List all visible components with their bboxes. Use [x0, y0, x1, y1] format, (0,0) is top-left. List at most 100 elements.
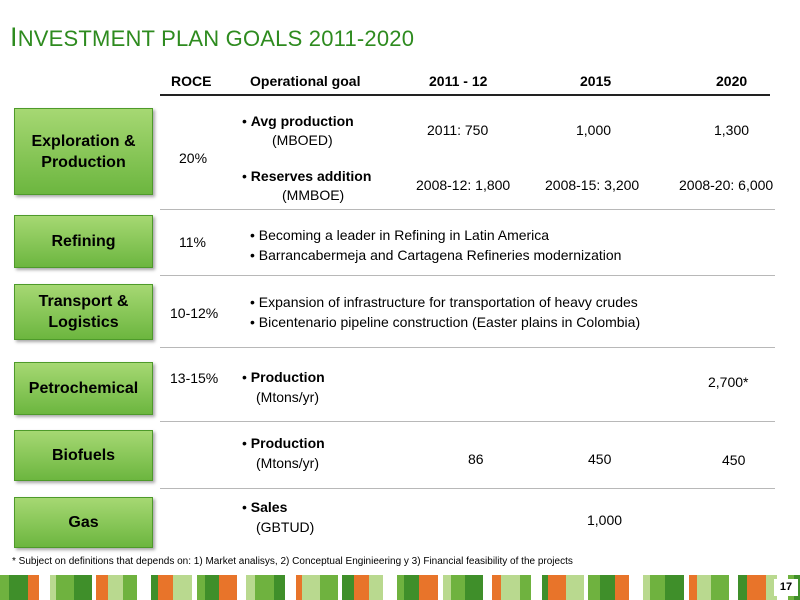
- stripe-segment: [766, 575, 773, 600]
- stripe-segment: [689, 575, 697, 600]
- stripe-segment: [205, 575, 215, 600]
- stripe-segment: [285, 575, 296, 600]
- goal-avg-production: • Avg production: [242, 113, 354, 129]
- stripe-segment: [219, 575, 231, 600]
- stripe-segment: [461, 575, 465, 600]
- header-operational-goal: Operational goal: [250, 73, 361, 89]
- stripe-segment: [650, 575, 654, 600]
- stripe-segment: [566, 575, 574, 600]
- stripe-segment: [531, 575, 542, 600]
- row-divider: [160, 209, 775, 210]
- stripe-segment: [151, 575, 158, 600]
- goal-petrochemical-production-label: Production: [250, 369, 325, 385]
- stripe-segment: [483, 575, 492, 600]
- stripe-segment: [501, 575, 506, 600]
- stripe-segment: [338, 575, 342, 600]
- stripe-segment: [404, 575, 408, 600]
- refining-bullet-2-text: Barrancabermeja and Cartagena Refineries…: [258, 247, 622, 263]
- stripe-segment: [69, 575, 74, 600]
- stripe-segment: [492, 575, 501, 600]
- stripe-segment: [548, 575, 561, 600]
- stripe-segment: [260, 575, 274, 600]
- transport-bullet-2-text: Bicentenario pipeline construction (East…: [258, 314, 641, 330]
- stripe-segment: [82, 575, 92, 600]
- transport-bullet-1-text: Expansion of infrastructure for transpor…: [258, 294, 638, 310]
- category-biofuels: Biofuels: [14, 430, 153, 481]
- stripe-segment: [451, 575, 461, 600]
- stripe-segment: [231, 575, 237, 600]
- stripe-segment: [9, 575, 14, 600]
- roce-transport: 10-12%: [170, 305, 219, 321]
- goal-biofuels-production-label: Production: [250, 435, 325, 451]
- stripe-segment: [342, 575, 354, 600]
- stripe-segment: [108, 575, 114, 600]
- header-2011-12: 2011 - 12: [429, 73, 488, 89]
- goal-gas-sales-label: Sales: [250, 499, 288, 515]
- stripe-segment: [56, 575, 69, 600]
- stripe-segment: [419, 575, 425, 600]
- stripe-segment: [477, 575, 483, 600]
- stripe-segment: [0, 575, 9, 600]
- stripe-segment: [35, 575, 39, 600]
- stripe-segment: [684, 575, 689, 600]
- stripe-segment: [711, 575, 723, 600]
- stripe-segment: [28, 575, 35, 600]
- stripe-segment: [723, 575, 729, 600]
- stripe-segment: [707, 575, 711, 600]
- stripe-segment: [246, 575, 255, 600]
- decorative-stripe-band: [0, 575, 800, 600]
- stripe-segment: [281, 575, 285, 600]
- goal-petrochemical-unit: (Mtons/yr): [256, 389, 319, 405]
- stripe-segment: [360, 575, 369, 600]
- stripe-segment: [296, 575, 302, 600]
- stripe-segment: [542, 575, 548, 600]
- stripe-segment: [615, 575, 624, 600]
- stripe-segment: [383, 575, 397, 600]
- stripe-segment: [654, 575, 665, 600]
- stripe-segment: [315, 575, 320, 600]
- header-2020: 2020: [716, 73, 748, 89]
- stripe-segment: [752, 575, 766, 600]
- header-roce: ROCE: [171, 73, 212, 89]
- reserves-addition-2011: 2008-12: 1,800: [416, 177, 511, 193]
- category-gas: Gas: [14, 497, 153, 548]
- stripe-segment: [92, 575, 96, 600]
- goal-biofuels-production: • Production: [242, 435, 325, 451]
- avg-production-2020: 1,300: [714, 122, 750, 138]
- stripe-segment: [74, 575, 82, 600]
- stripe-segment: [624, 575, 629, 600]
- stripe-segment: [215, 575, 219, 600]
- stripe-segment: [506, 575, 520, 600]
- transport-bullet-2: • Bicentenario pipeline construction (Ea…: [250, 314, 641, 330]
- refining-bullet-1-text: Becoming a leader in Refining in Latin A…: [258, 227, 550, 243]
- row-divider: [160, 488, 775, 489]
- stripe-segment: [173, 575, 179, 600]
- stripe-segment: [600, 575, 606, 600]
- header-divider: [160, 94, 770, 96]
- stripe-segment: [39, 575, 50, 600]
- stripe-segment: [527, 575, 531, 600]
- stripe-segment: [438, 575, 443, 600]
- stripe-segment: [465, 575, 477, 600]
- stripe-segment: [378, 575, 383, 600]
- goal-gas-sales: • Sales: [242, 499, 288, 515]
- stripe-segment: [443, 575, 451, 600]
- category-refining: Refining: [14, 215, 153, 268]
- stripe-segment: [162, 575, 173, 600]
- goal-gas-unit: (GBTUD): [256, 519, 315, 535]
- biofuels-2015: 450: [588, 451, 612, 467]
- stripe-segment: [354, 575, 360, 600]
- title-initial: I: [10, 22, 18, 52]
- roce-refining: 11%: [179, 234, 206, 250]
- refining-bullet-1: • Becoming a leader in Refining in Latin…: [250, 227, 550, 243]
- goal-avg-production-unit: (MBOED): [272, 132, 333, 148]
- stripe-segment: [665, 575, 671, 600]
- goal-reserves-addition: • Reserves addition: [242, 168, 372, 184]
- stripe-segment: [629, 575, 643, 600]
- transport-bullet-1: • Expansion of infrastructure for transp…: [250, 294, 638, 310]
- row-divider: [160, 421, 775, 422]
- stripe-segment: [408, 575, 419, 600]
- stripe-segment: [738, 575, 747, 600]
- stripe-segment: [369, 575, 378, 600]
- row-divider: [160, 347, 775, 348]
